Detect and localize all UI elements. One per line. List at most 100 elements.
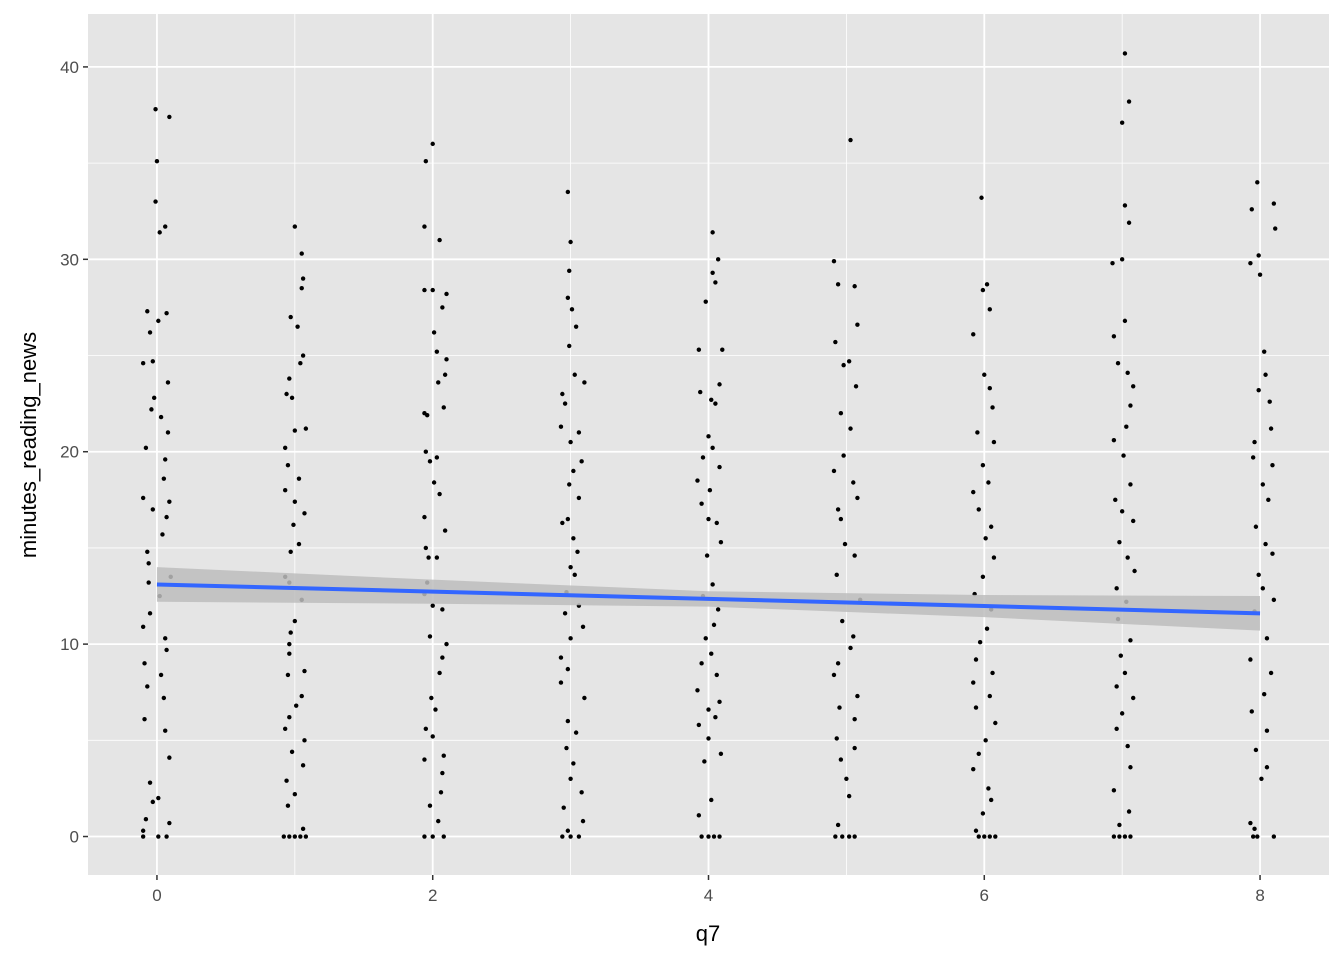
data-point [434, 555, 440, 560]
data-point [156, 795, 161, 801]
data-point [422, 757, 427, 762]
data-point [430, 834, 435, 839]
data-point [979, 195, 984, 200]
data-point [1249, 709, 1254, 714]
data-point [299, 285, 304, 291]
data-point [698, 389, 703, 395]
y-tick-label: 10 [60, 635, 79, 654]
data-point [573, 324, 579, 329]
data-point [422, 287, 427, 293]
data-point [576, 834, 582, 839]
data-point [1118, 653, 1123, 658]
data-point [709, 651, 714, 656]
data-point [289, 395, 295, 401]
data-point [1257, 272, 1263, 277]
data-point [1250, 455, 1256, 460]
data-point [140, 828, 146, 833]
data-point [1249, 207, 1254, 212]
data-point [838, 757, 844, 762]
data-point [572, 372, 577, 377]
data-point [706, 707, 711, 712]
data-point [288, 630, 293, 635]
data-point [1122, 203, 1128, 208]
data-point [1253, 524, 1259, 529]
data-point [1114, 726, 1119, 731]
data-point [1264, 728, 1270, 733]
data-point [568, 776, 573, 781]
data-point [702, 759, 707, 764]
data-point [150, 507, 156, 512]
data-point [1256, 253, 1261, 258]
data-point [442, 528, 448, 533]
data-point [855, 693, 860, 699]
data-point [846, 834, 852, 839]
data-point [292, 618, 298, 624]
data-point [848, 137, 853, 143]
data-point [976, 834, 981, 839]
data-point [285, 462, 291, 468]
data-point [300, 276, 306, 281]
data-point [1263, 372, 1268, 377]
data-point [163, 457, 168, 462]
data-point [571, 761, 576, 766]
data-point [440, 770, 445, 776]
data-point [145, 549, 150, 554]
data-point [842, 541, 848, 547]
data-point [841, 362, 846, 368]
data-point [151, 395, 157, 401]
data-point [163, 636, 168, 641]
data-point [142, 716, 147, 722]
data-point [565, 189, 571, 195]
data-point [423, 449, 429, 454]
data-point [441, 753, 446, 758]
data-point [704, 553, 710, 558]
data-point [706, 834, 711, 839]
data-point [835, 507, 841, 512]
data-point [147, 611, 153, 616]
data-point [1248, 657, 1253, 662]
data-point [988, 797, 994, 803]
data-point [706, 434, 711, 439]
data-point [300, 826, 306, 832]
data-point [1270, 551, 1275, 556]
data-point [1114, 586, 1119, 591]
data-point [846, 359, 852, 364]
data-point [984, 626, 990, 631]
data-point [714, 672, 719, 678]
data-point [298, 361, 303, 366]
x-tick-label: 2 [428, 886, 437, 905]
data-point [158, 414, 164, 420]
data-point [292, 791, 298, 797]
data-point [1111, 334, 1117, 339]
data-point [292, 224, 298, 229]
data-point [444, 641, 449, 647]
data-point [840, 618, 845, 624]
data-point [434, 455, 440, 460]
data-point [1255, 180, 1260, 185]
data-point [1130, 695, 1136, 701]
data-point [576, 495, 582, 501]
data-point [282, 445, 288, 451]
data-point [143, 817, 149, 822]
data-point [1273, 226, 1278, 231]
data-point [292, 834, 298, 839]
data-point [140, 624, 146, 630]
data-point [1259, 776, 1264, 781]
data-point [983, 536, 988, 541]
data-point [287, 641, 292, 647]
data-point [834, 736, 839, 741]
data-point [710, 445, 715, 451]
data-point [848, 645, 853, 651]
data-point [147, 330, 153, 335]
data-point [715, 257, 721, 262]
data-point [154, 158, 160, 164]
data-point [161, 695, 167, 701]
data-point [976, 507, 981, 512]
data-point [718, 751, 724, 756]
data-point [852, 716, 857, 722]
data-point [422, 514, 427, 520]
data-point [427, 803, 433, 808]
data-point [991, 555, 997, 560]
data-point [1266, 497, 1271, 503]
data-point [156, 834, 161, 839]
